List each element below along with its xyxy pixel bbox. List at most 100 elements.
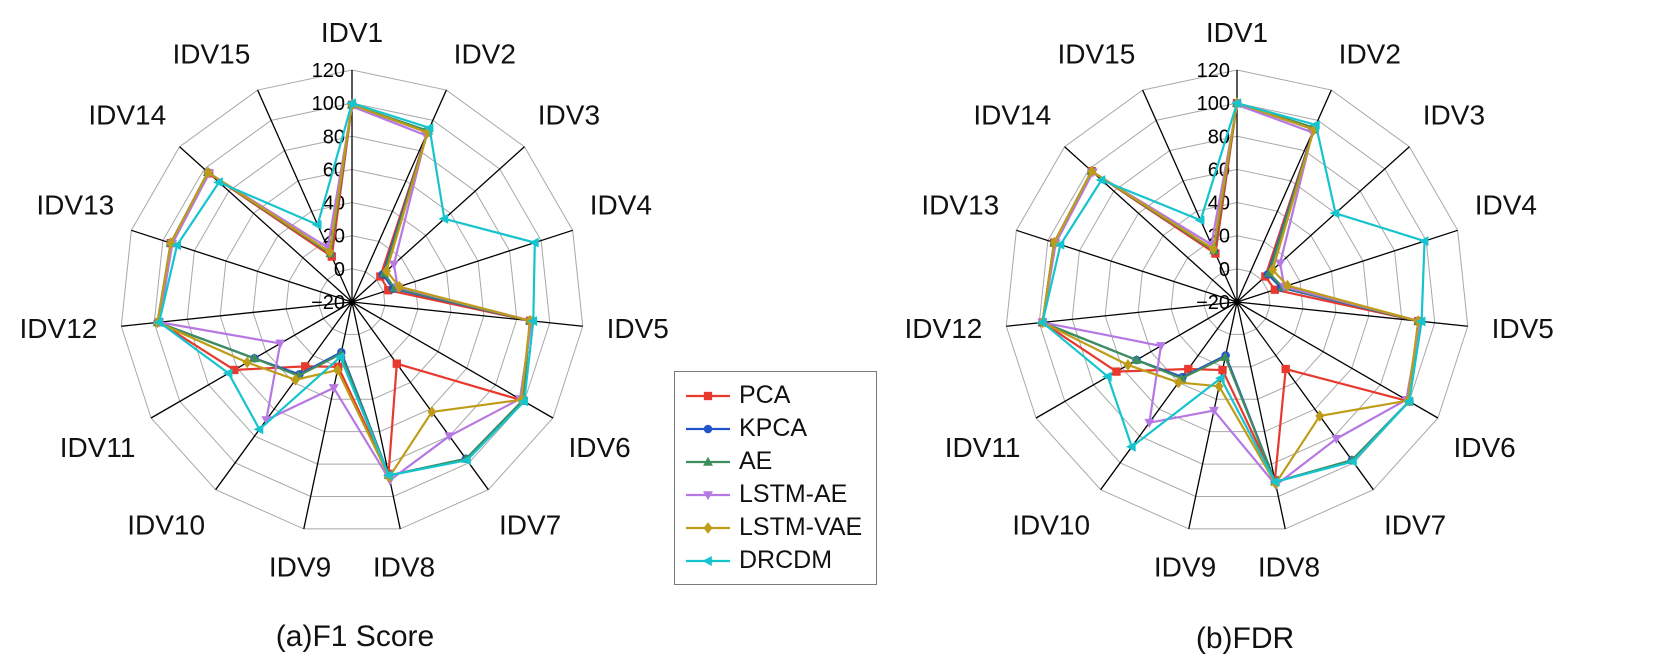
triangle-left-marker-icon — [1269, 476, 1280, 487]
triangle-up-marker-icon — [1131, 354, 1142, 364]
triangle-left-marker-icon — [1403, 396, 1414, 407]
triangle-left-marker-icon — [383, 470, 393, 481]
square-marker-icon — [230, 365, 239, 375]
triangle-left-marker-icon — [1347, 456, 1357, 467]
triangle-left-marker-icon — [171, 240, 181, 251]
legend-key-triangle-left-icon — [686, 555, 730, 566]
triangle-down-marker-icon — [444, 432, 455, 442]
diamond-marker-icon — [1174, 376, 1183, 389]
legend-label: LSTM-AE — [739, 480, 848, 508]
tick-label: 100 — [312, 93, 345, 115]
diamond-marker-icon — [1214, 380, 1224, 393]
tick-label: 0 — [1219, 259, 1230, 281]
legend-label: DRCDM — [739, 546, 833, 574]
legend-key-diamond-icon — [686, 521, 730, 534]
tick-label: −20 — [311, 292, 345, 314]
square-marker-icon — [1184, 364, 1193, 374]
axis-label-idv14: IDV14 — [88, 100, 166, 131]
axis-label-idv8: IDV8 — [373, 552, 435, 583]
triangle-up-marker-icon — [249, 353, 260, 363]
triangle-left-marker-icon — [213, 177, 223, 188]
triangle-down-marker-icon — [1208, 406, 1219, 416]
triangle-left-marker-icon — [253, 424, 264, 435]
square-marker-icon — [703, 391, 713, 400]
axis-label-idv13: IDV13 — [921, 190, 999, 221]
triangle-left-marker-icon — [423, 122, 434, 133]
chart-caption-fdr: (b)FDR — [1195, 622, 1295, 655]
diamond-marker-icon — [382, 265, 391, 277]
axis-label-idv15: IDV15 — [172, 39, 250, 70]
triangle-up-marker-icon — [1220, 351, 1231, 361]
category-labels: IDV1 IDV2 IDV3 IDV4 IDV5 IDV6 IDV7 IDV8 IDV9 IDV1… — [905, 17, 1554, 583]
triangle-left-marker-icon — [528, 237, 539, 248]
legend: PCA KPCA AE LSTM-AE LSTM-VAE DRCDM — [674, 371, 878, 585]
triangle-left-marker-icon — [346, 98, 356, 109]
triangle-left-marker-icon — [1194, 215, 1205, 226]
axis-label-idv15: IDV15 — [1057, 39, 1135, 70]
square-marker-icon — [1281, 364, 1290, 374]
legend-item-drcdm: DRCDM — [685, 546, 862, 575]
square-marker-icon — [1112, 367, 1121, 376]
axis-label-idv11: IDV11 — [945, 432, 1021, 463]
legend-item-pca: PCA — [685, 381, 862, 410]
series-drcdm — [153, 98, 539, 481]
diamond-marker-icon — [703, 521, 713, 534]
axis-label-idv2: IDV2 — [1339, 39, 1401, 70]
axis-label-idv3: IDV3 — [1423, 100, 1485, 131]
triangle-down-marker-icon — [1275, 259, 1286, 269]
triangle-down-marker-icon — [1155, 342, 1166, 352]
axis-label-idv7: IDV7 — [1384, 509, 1446, 540]
triangle-down-marker-icon — [275, 339, 286, 349]
diamond-marker-icon — [333, 364, 342, 376]
triangle-left-marker-icon — [1214, 373, 1225, 384]
triangle-left-marker-icon — [527, 316, 538, 326]
legend-label: KPCA — [739, 414, 808, 442]
legend-label: AE — [739, 447, 773, 475]
axis-label-idv2: IDV2 — [454, 39, 516, 70]
legend-key-circle-icon — [686, 424, 730, 433]
tick-label: 120 — [1197, 60, 1230, 82]
axis-label-idv1: IDV1 — [1206, 17, 1268, 48]
axis-label-idv5: IDV5 — [607, 313, 669, 344]
legend-key-triangle-down-icon — [686, 490, 730, 500]
triangle-left-marker-icon — [1418, 236, 1429, 247]
triangle-left-marker-icon — [1231, 98, 1241, 109]
legend-label: PCA — [739, 381, 791, 409]
triangle-left-marker-icon — [461, 455, 471, 466]
tick-label: 80 — [323, 126, 345, 148]
triangle-left-marker-icon — [518, 396, 529, 407]
axis-label-idv8: IDV8 — [1258, 552, 1320, 583]
axis-label-idv5: IDV5 — [1492, 313, 1554, 344]
triangle-down-marker-icon — [703, 490, 713, 500]
square-marker-icon — [301, 362, 310, 371]
triangle-left-marker-icon — [1095, 175, 1106, 185]
legend-key-square-icon — [686, 391, 730, 400]
square-marker-icon — [1270, 285, 1279, 294]
triangle-left-marker-icon — [1415, 316, 1426, 327]
axis-label-idv10: IDV10 — [1012, 509, 1090, 540]
triangle-up-marker-icon — [703, 456, 713, 466]
triangle-left-marker-icon — [1310, 119, 1320, 130]
legend-item-lstm-vae: LSTM-VAE — [685, 513, 862, 542]
square-marker-icon — [1218, 365, 1227, 375]
diamond-marker-icon — [242, 356, 252, 369]
tick-label: −20 — [1196, 292, 1230, 314]
triangle-down-marker-icon — [261, 416, 272, 426]
series-kpca — [1038, 98, 1423, 487]
axis-label-idv7: IDV7 — [499, 509, 561, 540]
triangle-left-marker-icon — [222, 368, 233, 379]
axis-label-idv12: IDV12 — [20, 313, 98, 344]
diamond-marker-icon — [291, 373, 300, 386]
square-marker-icon — [384, 286, 393, 295]
triangle-left-marker-icon — [334, 352, 345, 363]
triangle-left-marker-icon — [153, 317, 164, 328]
triangle-left-marker-icon — [1036, 317, 1047, 328]
diamond-marker-icon — [394, 280, 404, 293]
diamond-marker-icon — [203, 166, 213, 179]
triangle-down-marker-icon — [1331, 435, 1342, 444]
axis-label-idv13: IDV13 — [36, 190, 114, 221]
triangle-down-marker-icon — [388, 260, 399, 270]
axis-label-idv3: IDV3 — [538, 100, 600, 131]
axis-label-idv6: IDV6 — [569, 432, 631, 463]
